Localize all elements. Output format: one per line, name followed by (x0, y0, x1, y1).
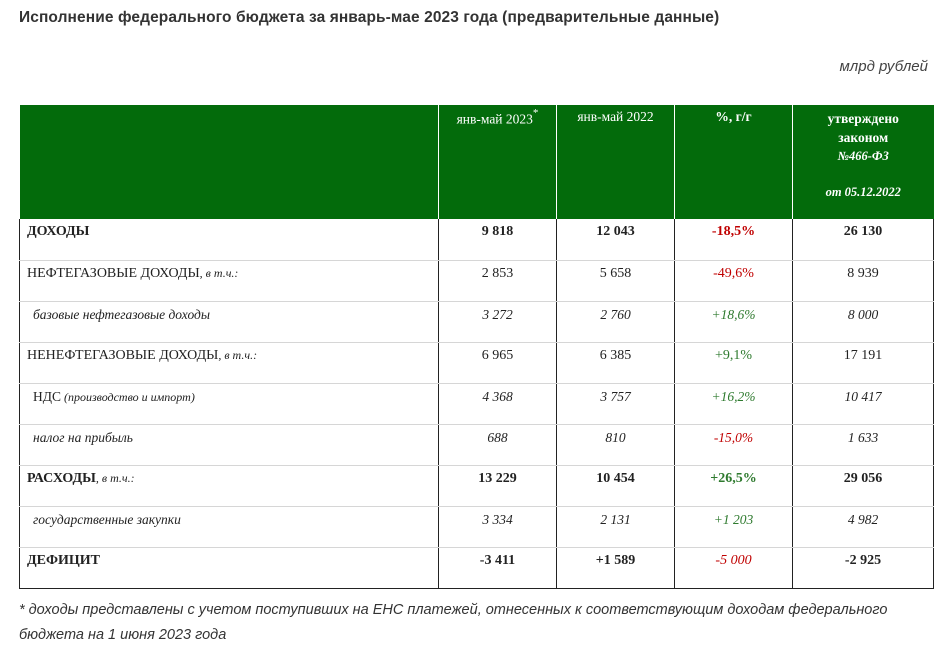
cell-2023: 13 229 (438, 465, 557, 507)
cell-pct: +16,2% (674, 383, 793, 425)
cell-pct: -5 000 (674, 547, 793, 589)
row-label: НДС (производство и импорт) (19, 383, 439, 425)
cell-2022: +1 589 (556, 547, 675, 589)
table-row-base-oil-gas: базовые нефтегазовые доходы 3 272 2 760 … (19, 301, 934, 343)
table-row-profit-tax: налог на прибыль 688 810 -15,0% 1 633 (19, 424, 934, 466)
cell-pct: -15,0% (674, 424, 793, 466)
cell-2023: 3 334 (438, 506, 557, 548)
row-label: государственные закупки (19, 506, 439, 548)
cell-2023: 688 (438, 424, 557, 466)
page-title: Исполнение федерального бюджета за январ… (19, 9, 720, 26)
cell-law: -2 925 (792, 547, 934, 589)
cell-pct: -49,6% (674, 260, 793, 302)
cell-pct: -18,5% (674, 219, 793, 261)
cell-law: 10 417 (792, 383, 934, 425)
header-approved-line1: утверждено (827, 111, 899, 126)
header-pct-yoy-text: %, г/г (715, 109, 752, 124)
table-row-vat: НДС (производство и импорт) 4 368 3 757 … (19, 383, 934, 425)
row-label: РАСХОДЫ, в т.ч.: (19, 465, 439, 507)
row-note: , в т.ч.: (95, 470, 135, 485)
header-jan-may-2023-text: янв-май 2023 (456, 111, 533, 127)
header-approved-by-law: утверждено законом №466-ФЗ от 05.12.2022 (792, 105, 934, 219)
row-label: ДОХОДЫ (19, 219, 439, 261)
table-row-non-oil-gas-revenues: НЕНЕФТЕГАЗОВЫЕ ДОХОДЫ, в т.ч.: 6 965 6 3… (19, 342, 934, 384)
cell-pct: +9,1% (674, 342, 793, 384)
header-jan-may-2022-text: янв-май 2022 (577, 109, 654, 124)
header-approved-line2: законом (838, 130, 889, 145)
table-row-deficit: ДЕФИЦИТ -3 411 +1 589 -5 000 -2 925 (19, 547, 934, 589)
table-row-oil-gas-revenues: НЕФТЕГАЗОВЫЕ ДОХОДЫ, в т.ч.: 2 853 5 658… (19, 260, 934, 302)
cell-pct: +18,6% (674, 301, 793, 343)
cell-law: 8 000 (792, 301, 934, 343)
cell-2022: 810 (556, 424, 675, 466)
cell-2022: 12 043 (556, 219, 675, 261)
cell-2022: 6 385 (556, 342, 675, 384)
cell-2022: 3 757 (556, 383, 675, 425)
cell-law: 26 130 (792, 219, 934, 261)
cell-2022: 10 454 (556, 465, 675, 507)
header-jan-may-2022: янв-май 2022 (556, 105, 675, 219)
table-row-revenues: ДОХОДЫ 9 818 12 043 -18,5% 26 130 (19, 219, 934, 261)
header-jan-may-2023: янв-май 2023* (438, 105, 557, 219)
cell-2023: 4 368 (438, 383, 557, 425)
cell-2023: 6 965 (438, 342, 557, 384)
cell-2022: 5 658 (556, 260, 675, 302)
units-label: млрд рублей (839, 58, 928, 75)
cell-2023: 9 818 (438, 219, 557, 261)
footnote: * доходы представлены с учетом поступивш… (19, 602, 888, 643)
header-pct-yoy: %, г/г (674, 105, 793, 219)
cell-law: 29 056 (792, 465, 934, 507)
cell-law: 8 939 (792, 260, 934, 302)
cell-2023: 2 853 (438, 260, 557, 302)
cell-2023: -3 411 (438, 547, 557, 589)
header-approved-law-number: №466-ФЗ (837, 149, 889, 163)
table-header-row: янв-май 2023* янв-май 2022 %, г/г утверж… (19, 105, 934, 219)
header-label-col (19, 105, 439, 219)
row-label: НЕНЕФТЕГАЗОВЫЕ ДОХОДЫ, в т.ч.: (19, 342, 439, 384)
budget-table: янв-май 2023* янв-май 2022 %, г/г утверж… (19, 105, 934, 589)
row-note: (производство и импорт) (60, 389, 195, 404)
cell-pct: +1 203 (674, 506, 793, 548)
row-note: , в т.ч.: (199, 265, 239, 280)
row-note: , в т.ч.: (218, 347, 258, 362)
cell-2022: 2 760 (556, 301, 675, 343)
table-row-state-procurement: государственные закупки 3 334 2 131 +1 2… (19, 506, 934, 548)
row-label: НЕФТЕГАЗОВЫЕ ДОХОДЫ, в т.ч.: (19, 260, 439, 302)
cell-2023: 3 272 (438, 301, 557, 343)
header-footnote-mark: * (532, 107, 539, 119)
cell-pct: +26,5% (674, 465, 793, 507)
cell-law: 4 982 (792, 506, 934, 548)
cell-2022: 2 131 (556, 506, 675, 548)
row-label: базовые нефтегазовые доходы (19, 301, 439, 343)
table-row-expenditures: РАСХОДЫ, в т.ч.: 13 229 10 454 +26,5% 29… (19, 465, 934, 507)
cell-law: 17 191 (792, 342, 934, 384)
row-label: ДЕФИЦИТ (19, 547, 439, 589)
header-approved-law-date: от 05.12.2022 (825, 185, 901, 199)
cell-law: 1 633 (792, 424, 934, 466)
row-label: налог на прибыль (19, 424, 439, 466)
